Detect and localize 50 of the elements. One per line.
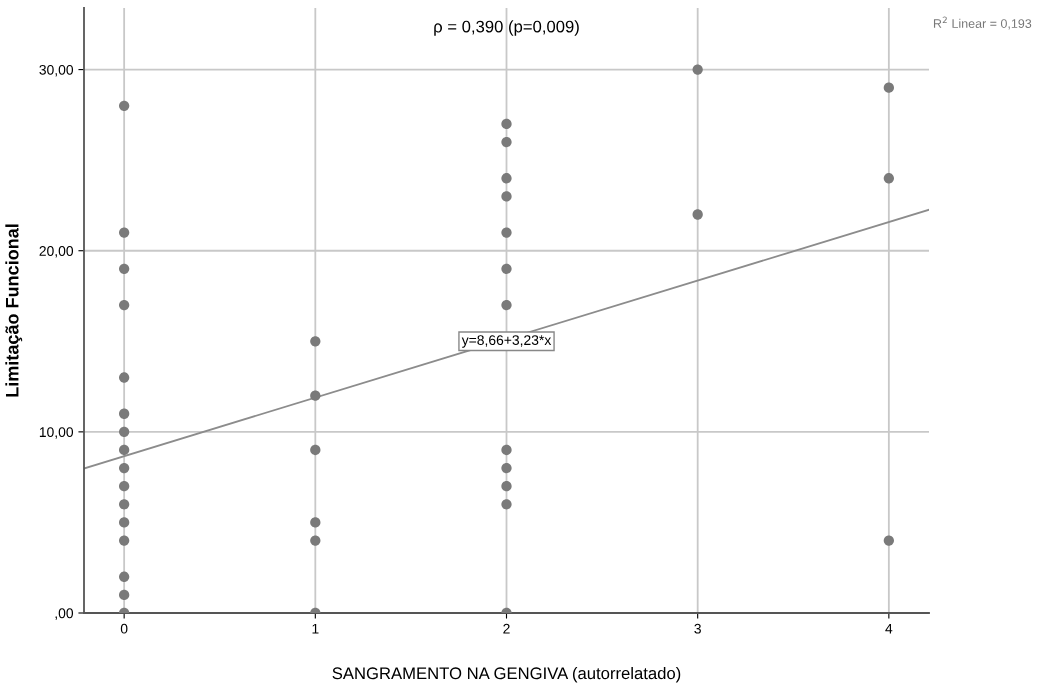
point bbox=[119, 462, 130, 474]
x-tick-label: 0 bbox=[120, 623, 128, 634]
point bbox=[119, 499, 130, 510]
point bbox=[310, 444, 321, 456]
point bbox=[501, 191, 512, 202]
point bbox=[501, 299, 512, 311]
point bbox=[501, 136, 512, 148]
point bbox=[119, 372, 130, 383]
text: R$^{2}$ Linear = 0,193 bbox=[933, 16, 1032, 30]
x-tick-label: 1 bbox=[312, 623, 319, 634]
y-tick-label: ,00 bbox=[55, 608, 74, 620]
y-tick-label: 20,00 bbox=[39, 246, 74, 258]
point bbox=[501, 481, 512, 492]
point bbox=[883, 82, 894, 93]
point bbox=[501, 462, 512, 474]
point bbox=[310, 336, 321, 347]
point bbox=[119, 535, 130, 546]
point bbox=[501, 444, 512, 456]
annotation: ρ = 0,390 (p=0,009) bbox=[434, 20, 579, 36]
point bbox=[501, 227, 512, 238]
annotation: y=8,66+3,23*x bbox=[461, 335, 552, 348]
point bbox=[119, 408, 130, 419]
point bbox=[692, 64, 703, 75]
point bbox=[119, 426, 130, 438]
x-tick-label: 4 bbox=[885, 623, 893, 634]
x-tick-label: 2 bbox=[503, 623, 510, 634]
point bbox=[119, 481, 130, 492]
point bbox=[501, 499, 512, 510]
point bbox=[119, 571, 130, 582]
point bbox=[883, 173, 894, 184]
point bbox=[119, 444, 130, 456]
point bbox=[501, 263, 512, 274]
y-tick-label: 10,00 bbox=[39, 427, 74, 439]
point bbox=[501, 173, 512, 184]
point bbox=[310, 535, 321, 546]
point bbox=[310, 390, 321, 401]
point bbox=[119, 299, 130, 311]
point bbox=[119, 589, 130, 601]
point bbox=[692, 209, 703, 220]
point bbox=[501, 118, 512, 130]
x-tick-label: 3 bbox=[694, 623, 701, 634]
point bbox=[119, 227, 130, 238]
y-axis-title: Limitação Funcional bbox=[5, 224, 23, 397]
y-tick-label: 30,00 bbox=[39, 64, 74, 77]
point bbox=[119, 517, 130, 528]
x-axis-title: SANGRAMENTO NA GENGIVA (autorrelatado) bbox=[332, 666, 681, 683]
point bbox=[883, 535, 894, 546]
point bbox=[119, 263, 130, 274]
point bbox=[119, 100, 130, 111]
point bbox=[310, 517, 321, 528]
